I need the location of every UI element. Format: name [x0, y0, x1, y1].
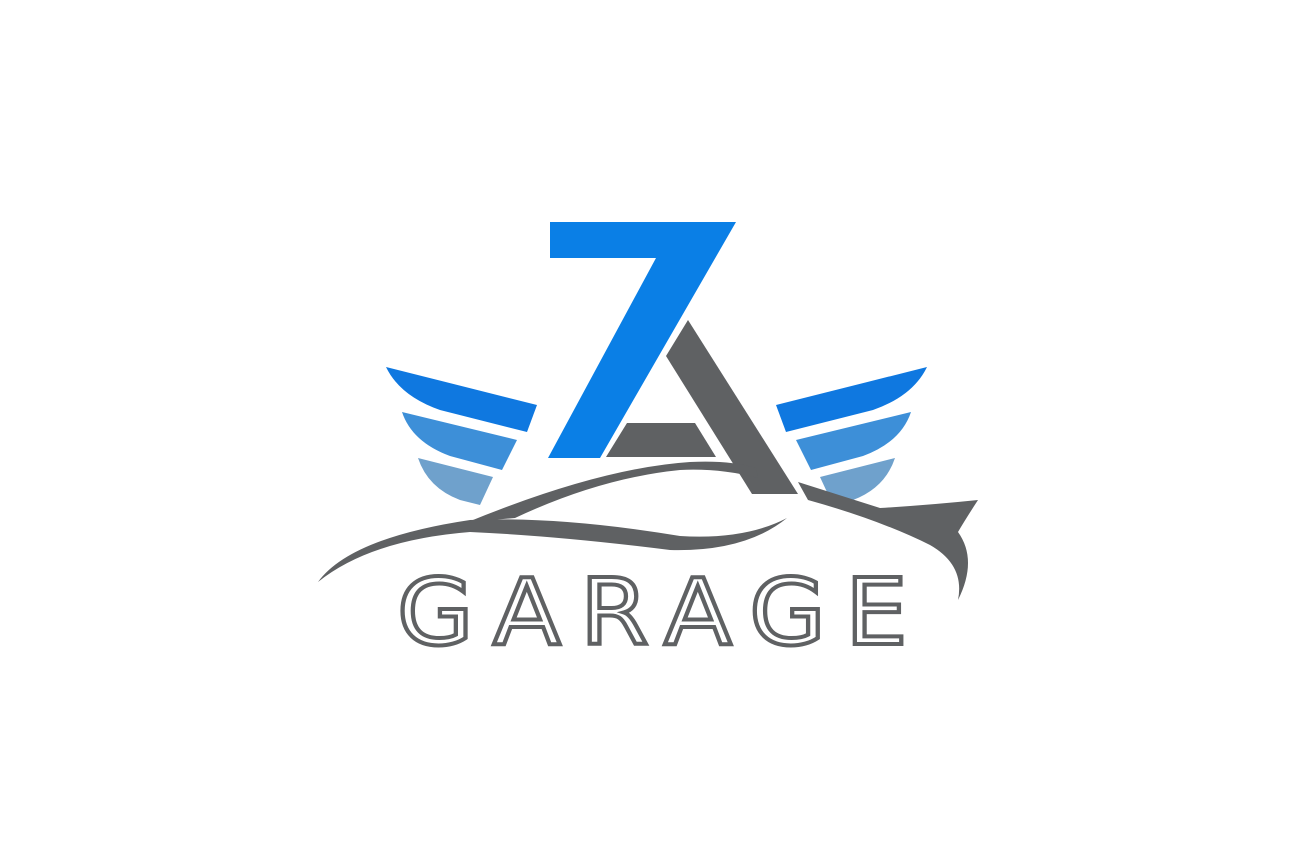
- left-wing-top: [386, 367, 537, 432]
- car-body-line: [318, 518, 787, 582]
- right-wing-top: [776, 367, 927, 432]
- left-wing-middle: [402, 412, 517, 470]
- left-wings-icon: [386, 367, 537, 505]
- z-letter-icon: [548, 222, 736, 458]
- wordmark-garage: GARAGE: [397, 559, 927, 666]
- a-letter-icon: [606, 320, 798, 494]
- right-wing-middle: [796, 412, 911, 470]
- right-wings-icon: [776, 367, 927, 505]
- left-wing-bottom: [418, 458, 493, 505]
- car-front-line: [798, 482, 978, 600]
- a-letter-stroke: [666, 320, 798, 494]
- a-letter-crossbar: [606, 423, 716, 457]
- right-wing-bottom: [820, 458, 895, 505]
- car-roof-line: [468, 461, 758, 522]
- car-silhouette-icon: [318, 461, 978, 600]
